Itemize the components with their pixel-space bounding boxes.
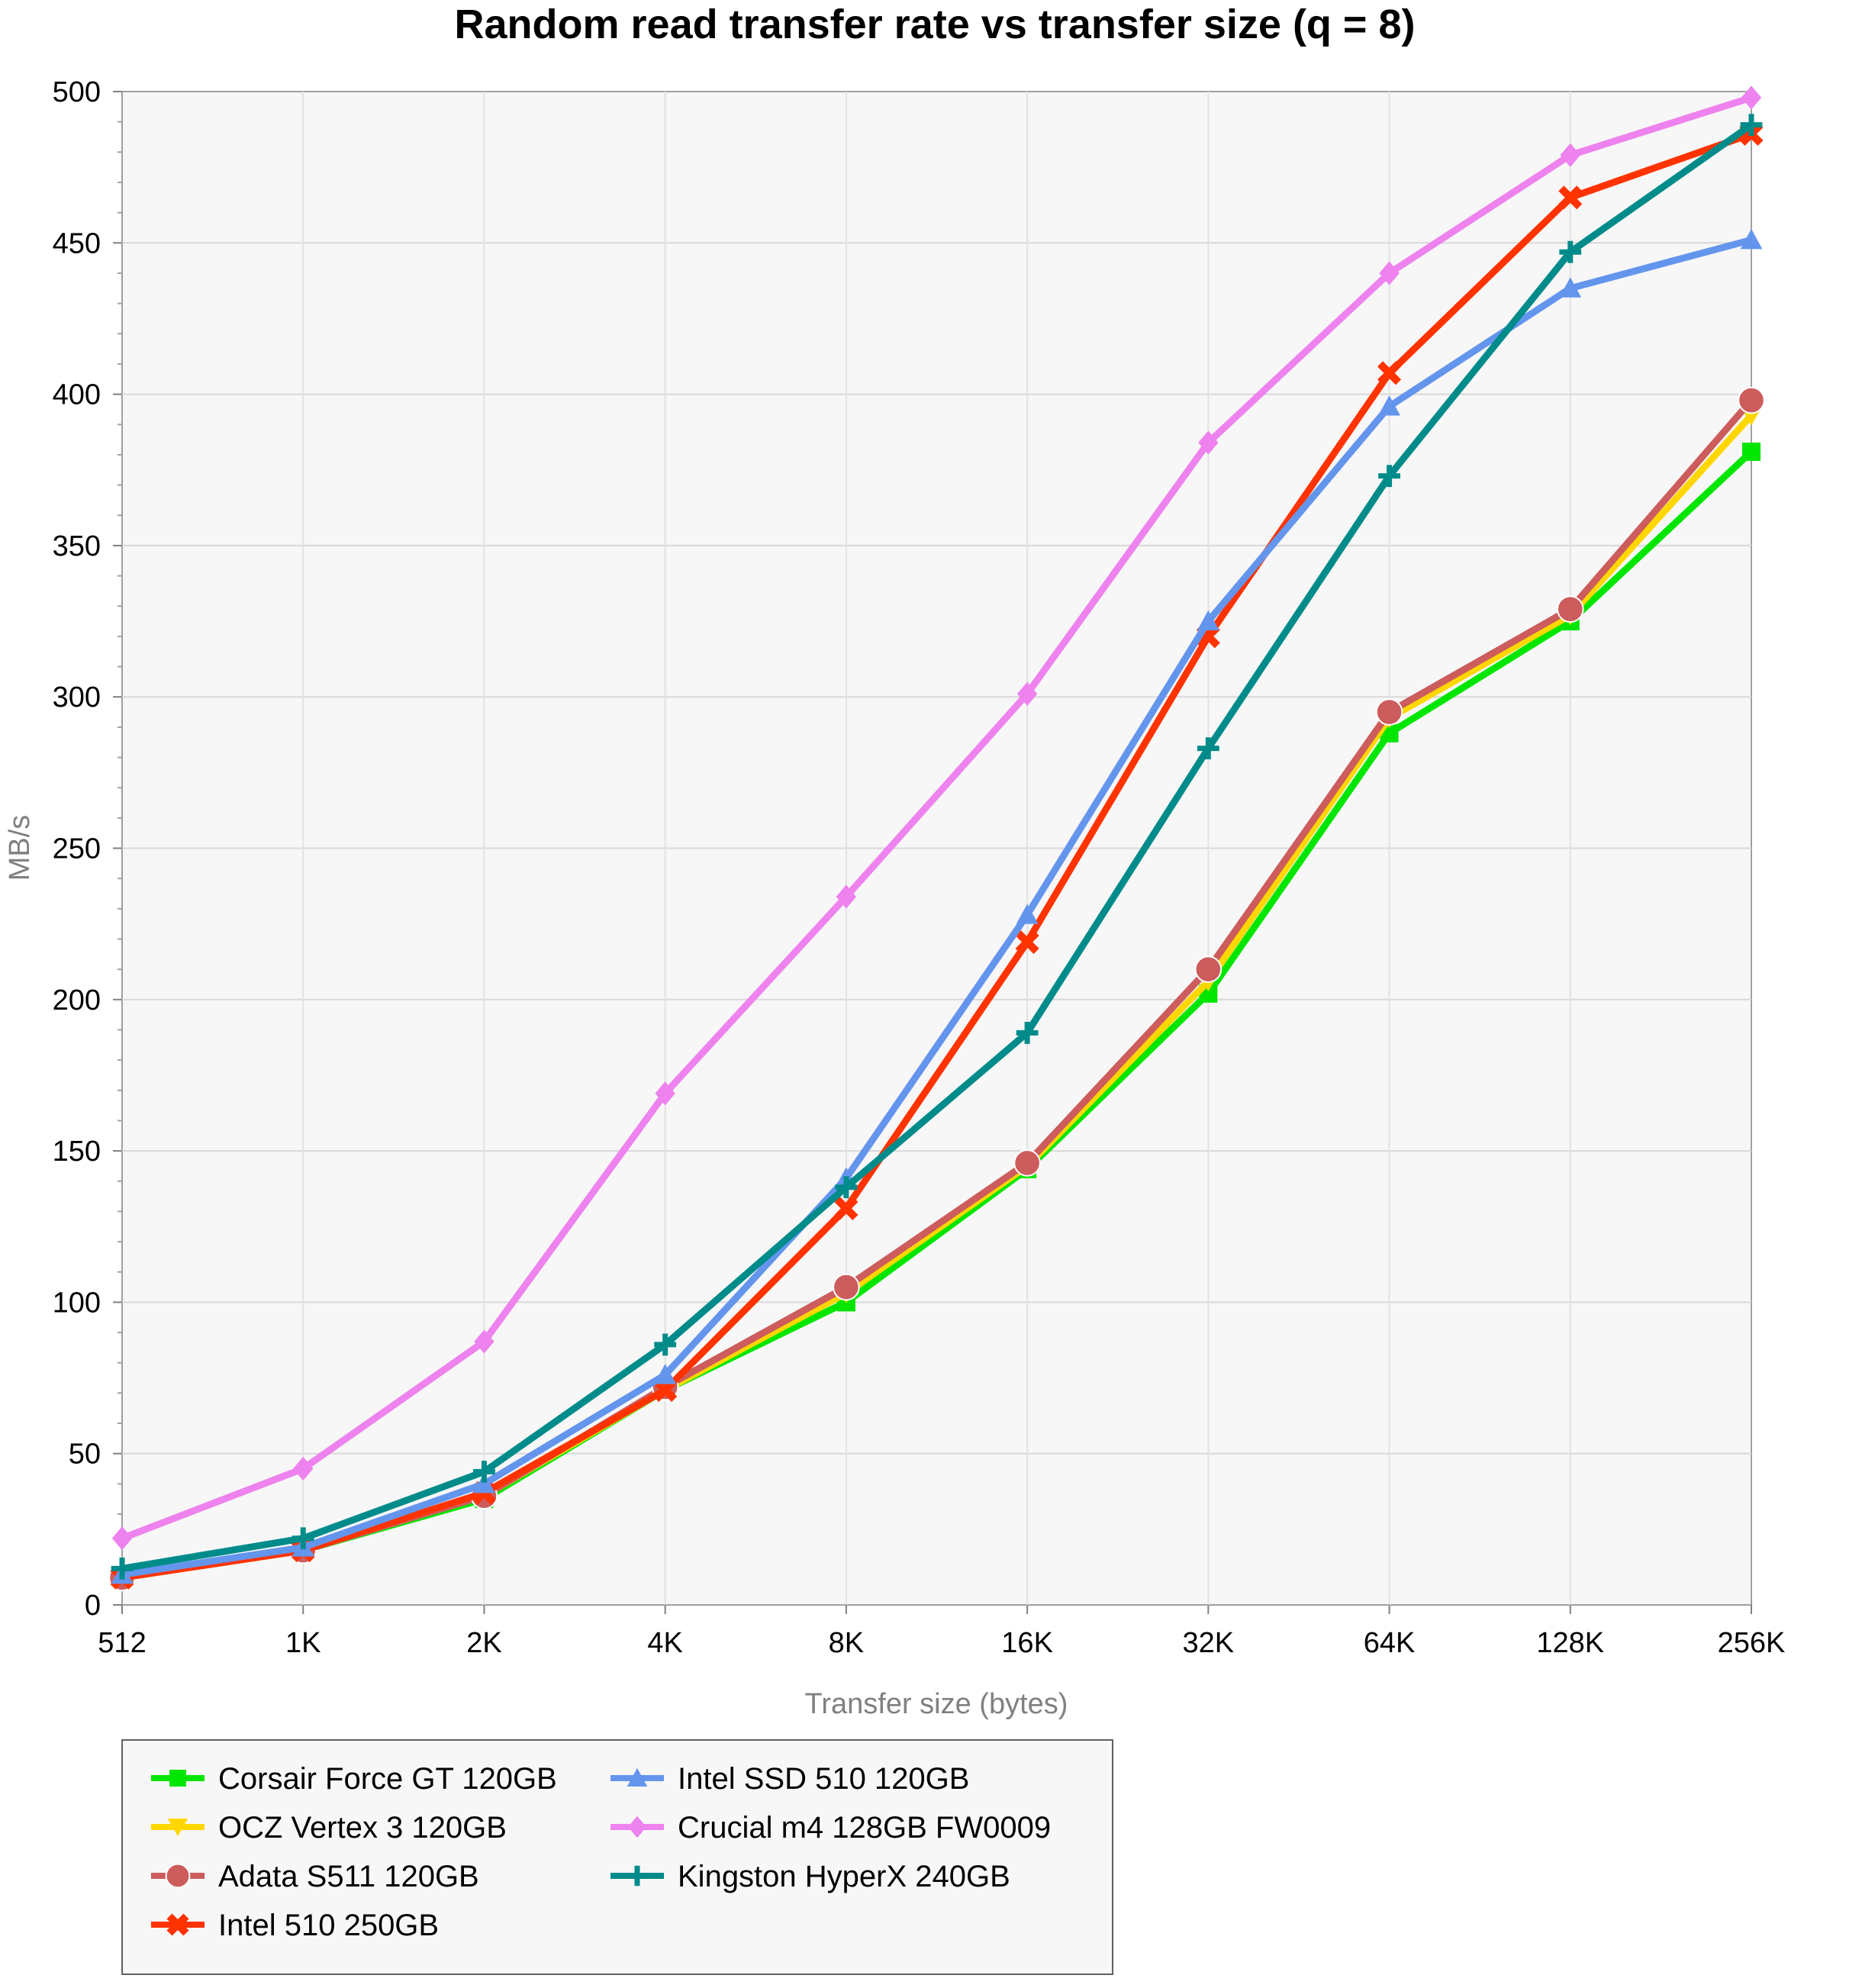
gridlines xyxy=(122,92,1751,1605)
y-tick-label: 250 xyxy=(53,833,101,865)
series-4 xyxy=(111,228,1763,1584)
x-tick-label: 1K xyxy=(285,1627,321,1659)
data-point-diamond xyxy=(655,1081,675,1106)
data-point-square xyxy=(1742,442,1761,461)
x-tick-label: 8K xyxy=(829,1627,864,1659)
y-tick-label: 350 xyxy=(53,530,101,562)
data-point-triangle-up xyxy=(654,1364,677,1384)
data-point-circle xyxy=(1738,386,1765,414)
data-point-plus xyxy=(654,1333,677,1356)
data-point-plus xyxy=(111,1558,134,1580)
data-point-circle xyxy=(1556,595,1584,623)
data-point-triangle-up xyxy=(1559,277,1582,298)
y-tick-label: 450 xyxy=(53,227,101,259)
data-point-diamond xyxy=(627,1816,647,1838)
data-point-plus xyxy=(1559,240,1582,263)
legend-label: Kingston HyperX 240GB xyxy=(678,1860,1010,1893)
legend: Corsair Force GT 120GB OCZ Vertex 3 120GB… xyxy=(121,1739,1113,1975)
legend-entry: Adata S511 120GB xyxy=(151,1860,479,1893)
x-axis-label: Transfer size (bytes) xyxy=(805,1688,1068,1720)
y-tick-label: 500 xyxy=(53,76,101,108)
legend-entry: Intel 510 250GB xyxy=(151,1909,439,1942)
x-tick-label: 4K xyxy=(647,1627,682,1659)
data-point-square xyxy=(169,1770,186,1787)
data-point-plus xyxy=(835,1176,858,1199)
data-point-plus xyxy=(473,1461,495,1483)
data-point-x xyxy=(1377,361,1402,385)
data-point-diamond xyxy=(1198,430,1219,455)
x-tick-label: 256K xyxy=(1718,1627,1786,1659)
data-point-circle xyxy=(1375,698,1403,726)
legend-label: OCZ Vertex 3 120GB xyxy=(218,1811,507,1845)
series-line xyxy=(118,94,1755,1542)
y-tick-label: 0 xyxy=(85,1590,101,1622)
data-point-plus xyxy=(292,1527,314,1550)
y-axis-label: MB/s xyxy=(4,815,36,881)
y-tick-label: 150 xyxy=(53,1136,101,1168)
y-tick-label: 200 xyxy=(53,984,101,1017)
x-tick-label: 16K xyxy=(1001,1627,1053,1659)
x-tick-label: 128K xyxy=(1536,1627,1604,1659)
data-point-plus xyxy=(1016,1022,1039,1044)
data-point-circle xyxy=(165,1863,191,1889)
legend-label: Intel SSD 510 120GB xyxy=(678,1762,969,1796)
data-point-triangle-up xyxy=(627,1767,648,1787)
x-tick-label: 64K xyxy=(1364,1627,1416,1659)
legend-entry: Intel SSD 510 120GB xyxy=(610,1762,969,1796)
data-point-triangle-up xyxy=(1740,228,1763,250)
legend-label: Adata S511 120GB xyxy=(218,1860,479,1893)
series-line xyxy=(118,121,1755,1572)
data-point-circle xyxy=(1194,955,1223,983)
data-point-diamond xyxy=(293,1456,314,1481)
data-point-triangle-up xyxy=(1197,610,1219,631)
data-point-x xyxy=(1558,185,1583,210)
data-point-diamond xyxy=(1560,143,1580,167)
data-point-diamond xyxy=(111,1526,133,1551)
series-6 xyxy=(111,114,1763,1580)
legend-entry: OCZ Vertex 3 120GB xyxy=(151,1811,507,1845)
x-tick-label: 32K xyxy=(1183,1627,1235,1659)
legend-entry: Corsair Force GT 120GB xyxy=(151,1762,557,1796)
data-point-diamond xyxy=(1379,261,1400,285)
y-tick-label: 50 xyxy=(69,1439,101,1471)
data-point-plus xyxy=(1197,737,1219,760)
data-point-plus xyxy=(1740,114,1763,137)
x-tick-label: 512 xyxy=(98,1627,146,1659)
legend-entry: Crucial m4 128GB FW0009 xyxy=(610,1811,1051,1845)
series-5 xyxy=(111,85,1762,1551)
data-point-triangle-down xyxy=(167,1819,188,1837)
legend-label: Crucial m4 128GB FW0009 xyxy=(678,1811,1051,1845)
y-tick-label: 100 xyxy=(53,1287,101,1319)
legend-label: Corsair Force GT 120GB xyxy=(218,1762,557,1796)
data-point-diamond xyxy=(474,1329,494,1354)
data-point-triangle-up xyxy=(1378,395,1400,416)
axes: 0 50 100 150 200 250 300 350 400 450 500 512 1K 2K 4K 8… xyxy=(53,76,1786,1659)
data-point-diamond xyxy=(836,884,857,909)
data-series xyxy=(108,85,1765,1592)
data-point-triangle-up xyxy=(473,1472,495,1493)
data-point-x xyxy=(834,1196,859,1220)
data-point-circle xyxy=(833,1273,860,1301)
y-tick-label: 300 xyxy=(53,681,101,714)
series-line xyxy=(118,236,1755,1578)
data-point-circle xyxy=(1013,1149,1041,1177)
x-tick-label: 2K xyxy=(466,1627,501,1659)
data-point-plus xyxy=(1378,465,1400,488)
data-point-x xyxy=(1015,930,1039,954)
legend-entry: Kingston HyperX 240GB xyxy=(610,1860,1010,1893)
data-point-x xyxy=(166,1913,189,1936)
data-point-diamond xyxy=(1741,85,1762,110)
series-line xyxy=(118,130,1755,1581)
data-point-triangle-up xyxy=(1016,904,1039,924)
data-point-diamond xyxy=(1016,681,1038,706)
chart-title: Random read transfer rate vs transfer si… xyxy=(455,2,1416,47)
data-point-plus xyxy=(627,1865,648,1887)
y-tick-label: 400 xyxy=(53,379,101,411)
legend-label: Intel 510 250GB xyxy=(218,1909,439,1942)
